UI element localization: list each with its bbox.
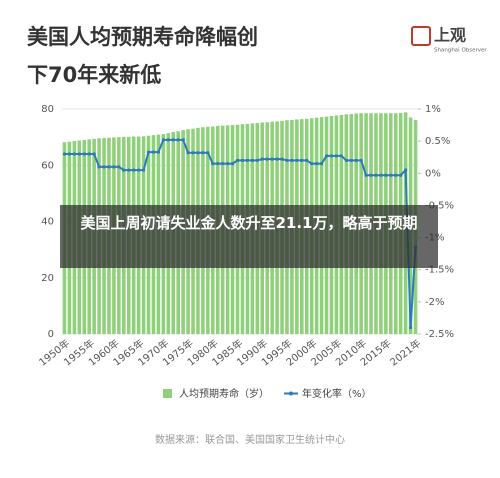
line-point — [354, 158, 358, 163]
legend-swatch — [289, 391, 293, 396]
line-point — [82, 152, 86, 156]
line-point — [260, 157, 264, 161]
line-point — [156, 150, 161, 154]
line-point — [181, 138, 185, 142]
y-tick-label: 40 — [41, 217, 54, 228]
line-point — [122, 168, 126, 172]
line-point — [265, 157, 269, 161]
line-point — [250, 158, 254, 163]
y-tick-label: 20 — [41, 273, 54, 284]
line-point — [324, 154, 329, 158]
line-point — [394, 173, 398, 177]
line-point — [206, 151, 210, 155]
y-tick-label: 60 — [41, 160, 54, 171]
line-point — [404, 168, 408, 172]
line-point — [408, 325, 413, 330]
chart-title: 美国人均预期寿命降幅创下70年来新低 — [27, 25, 258, 87]
line-point — [171, 138, 175, 142]
line-point — [245, 158, 250, 163]
y2-tick-label: 1% — [425, 104, 441, 115]
line-point — [349, 158, 353, 163]
line-point — [221, 162, 225, 166]
overlay-caption: 美国上周初请失业金人数升至21.1万，略高于预期 — [60, 205, 438, 268]
line-point — [339, 154, 343, 158]
line-point — [191, 151, 195, 155]
line-point — [344, 158, 348, 163]
line-point — [369, 173, 373, 177]
line-point — [132, 168, 136, 172]
line-point — [295, 158, 299, 163]
line-point — [127, 168, 131, 172]
legend-label: 年变化率（%） — [302, 387, 372, 400]
line-point — [255, 158, 259, 163]
line-point — [235, 158, 240, 163]
line-point — [196, 151, 200, 155]
line-point — [216, 162, 220, 166]
line-point — [166, 138, 170, 142]
line-point — [151, 150, 156, 154]
line-point — [300, 158, 304, 163]
line-point — [186, 151, 190, 155]
line-point — [201, 151, 205, 155]
line-point — [211, 162, 215, 166]
line-point — [176, 138, 180, 142]
source: 数据来源：联合国、美国国家卫生统计中心 — [155, 433, 345, 446]
line-point — [359, 158, 363, 163]
line-point — [329, 154, 334, 158]
line-point — [226, 162, 230, 166]
line-point — [389, 173, 393, 177]
line-point — [62, 152, 67, 156]
y-tick-label: 0 — [48, 329, 54, 340]
line-point — [107, 165, 111, 169]
legend-swatch — [163, 389, 172, 398]
y2-tick-label: -1.5% — [425, 265, 454, 276]
y2-tick-label: 0% — [425, 168, 441, 179]
line-point — [87, 152, 91, 156]
legend: 人均预期寿命（岁） 年变化率（%） — [163, 387, 372, 400]
line-point — [305, 158, 309, 163]
line-point — [240, 158, 245, 163]
logo-icon — [411, 26, 431, 46]
line-point — [67, 152, 72, 156]
line-point — [319, 162, 324, 166]
line-point — [97, 165, 101, 169]
x-tick-label: 2021年 — [387, 336, 423, 368]
y2-tick-label: 0.5% — [425, 136, 450, 147]
line-point — [384, 173, 388, 177]
line-point — [92, 152, 96, 156]
line-point — [399, 173, 403, 177]
line-point — [280, 157, 284, 161]
line-point — [334, 154, 339, 158]
line-point — [146, 150, 151, 154]
y2-tick-label: -0.5% — [425, 200, 454, 211]
line-point — [141, 168, 146, 172]
line-point — [310, 162, 314, 166]
line-point — [137, 168, 141, 172]
y2-tick-label: -2% — [425, 297, 444, 308]
line-point — [285, 158, 289, 163]
logo-tagline: Shanghai Observer — [434, 48, 487, 54]
y-tick-label: 80 — [41, 104, 54, 115]
line-point — [117, 165, 121, 169]
line-point — [374, 173, 378, 177]
line-point — [290, 158, 294, 163]
y2-tick-label: -2.5% — [425, 329, 454, 340]
line-point — [275, 157, 279, 161]
line-point — [102, 165, 106, 169]
line-point — [270, 157, 274, 161]
line-point — [77, 152, 81, 156]
line-point — [161, 138, 165, 142]
line-point — [112, 165, 116, 169]
line-point — [315, 162, 319, 166]
logo-name: 上观 — [434, 26, 466, 45]
line-point — [364, 173, 368, 177]
legend-label: 人均预期寿命（岁） — [179, 387, 269, 400]
line-point — [72, 152, 76, 156]
line-point — [230, 162, 235, 166]
line-point — [379, 173, 383, 177]
